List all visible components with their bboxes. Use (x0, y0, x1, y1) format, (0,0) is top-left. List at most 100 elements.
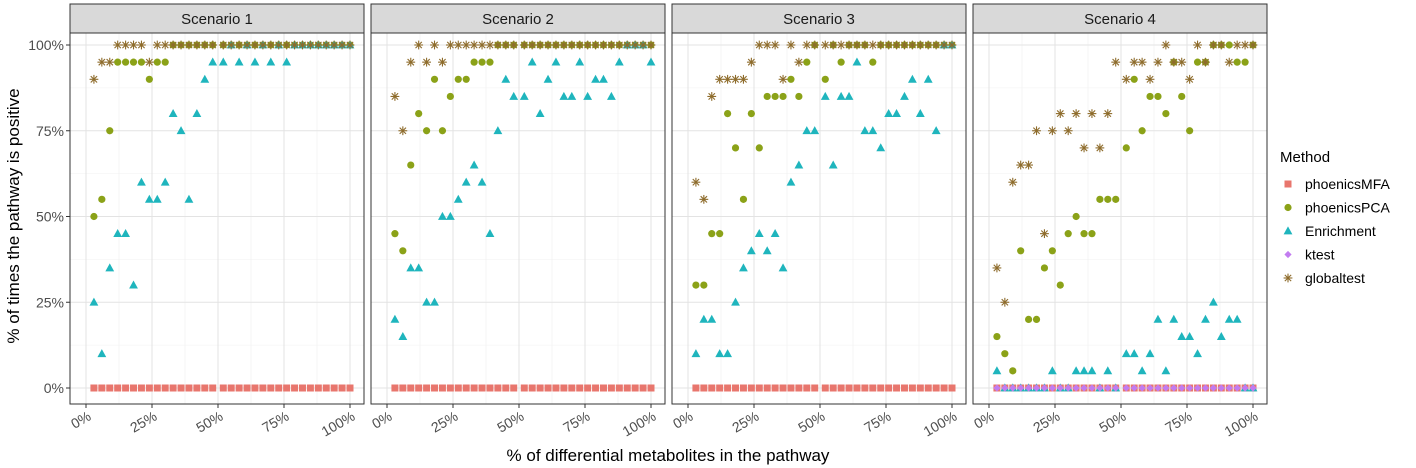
data-point (122, 384, 130, 392)
series-Enrichment (691, 40, 957, 358)
data-point (778, 74, 788, 84)
data-point (852, 57, 862, 66)
data-point (313, 40, 323, 50)
data-point (1162, 110, 1170, 118)
data-point (177, 384, 185, 392)
data-point (431, 384, 439, 392)
data-point (1193, 40, 1202, 50)
data-point (1153, 57, 1163, 67)
data-point (453, 40, 463, 50)
data-point (1063, 126, 1073, 136)
data-point (583, 40, 593, 50)
data-point (802, 126, 812, 135)
data-point (485, 229, 495, 238)
data-point (868, 126, 878, 135)
data-point (144, 194, 154, 203)
data-point (755, 384, 763, 392)
data-point (923, 74, 933, 83)
legend-item-phoenicsMFA: phoenicsMFA (1284, 176, 1390, 192)
data-point (794, 160, 804, 169)
data-point (1162, 384, 1170, 392)
data-point (1249, 384, 1257, 392)
data-point (932, 384, 940, 392)
data-point (1040, 229, 1049, 239)
data-point (106, 127, 114, 135)
data-point (527, 57, 537, 66)
data-point (193, 384, 201, 392)
data-point (607, 91, 616, 100)
data-point (1025, 384, 1033, 392)
data-point (129, 58, 138, 66)
data-point (770, 229, 780, 238)
x-tick-label: 50% (193, 408, 225, 436)
data-point (876, 40, 886, 50)
points (691, 40, 957, 392)
x-tick-label: 100% (920, 408, 959, 440)
data-point (1178, 92, 1186, 101)
data-point (1185, 331, 1195, 340)
data-point (715, 349, 725, 358)
data-point (122, 58, 130, 66)
data-point (837, 58, 845, 66)
data-point (90, 384, 98, 392)
data-point (98, 384, 106, 392)
data-point (1177, 57, 1187, 67)
data-point (390, 314, 400, 323)
data-point (422, 297, 431, 306)
data-point (486, 58, 494, 66)
data-point (1154, 384, 1162, 392)
data-point (266, 57, 276, 66)
data-point (1217, 384, 1225, 392)
data-point (699, 194, 709, 204)
data-point (1071, 109, 1081, 118)
data-point (1186, 384, 1194, 392)
data-point (1104, 195, 1112, 203)
data-point (551, 57, 561, 66)
x-tick-label: 0% (369, 408, 395, 432)
data-point (916, 384, 924, 392)
data-point (90, 212, 98, 221)
data-point (544, 384, 552, 392)
data-point (1178, 384, 1186, 392)
data-point (915, 109, 925, 117)
data-point (494, 384, 502, 392)
data-point (250, 40, 260, 50)
data-point (446, 384, 454, 392)
data-point (322, 384, 330, 392)
data-point (821, 384, 829, 392)
data-point (939, 40, 949, 50)
data-point (298, 40, 307, 50)
data-point (461, 177, 471, 186)
data-point (1146, 92, 1154, 101)
data-point (923, 40, 933, 50)
x-tick-label: 100% (1221, 408, 1260, 440)
data-point (144, 57, 154, 67)
data-point (614, 40, 624, 50)
data-point (267, 384, 275, 392)
data-point (623, 384, 631, 392)
data-point (1025, 315, 1033, 323)
panel-border (69, 32, 365, 405)
data-point (732, 384, 740, 392)
data-point (1193, 349, 1202, 358)
data-point (1137, 57, 1147, 67)
data-point (739, 74, 748, 84)
data-point (568, 384, 576, 392)
data-point (1048, 247, 1056, 255)
data-point (398, 126, 408, 136)
plot-area (672, 33, 966, 404)
legend-item-ktest: ktest (1284, 247, 1335, 263)
data-point (161, 58, 169, 66)
data-point (219, 384, 227, 392)
data-point (583, 91, 593, 100)
data-point (1009, 384, 1017, 392)
data-point (1096, 195, 1104, 203)
x-tick-label: 100% (619, 408, 658, 440)
series-ktest (993, 384, 1257, 392)
data-point (234, 40, 244, 50)
data-point (992, 263, 1002, 273)
series-globaltest (89, 40, 355, 84)
legend-label: ktest (1305, 247, 1335, 263)
data-point (415, 110, 423, 118)
data-point (700, 281, 708, 289)
